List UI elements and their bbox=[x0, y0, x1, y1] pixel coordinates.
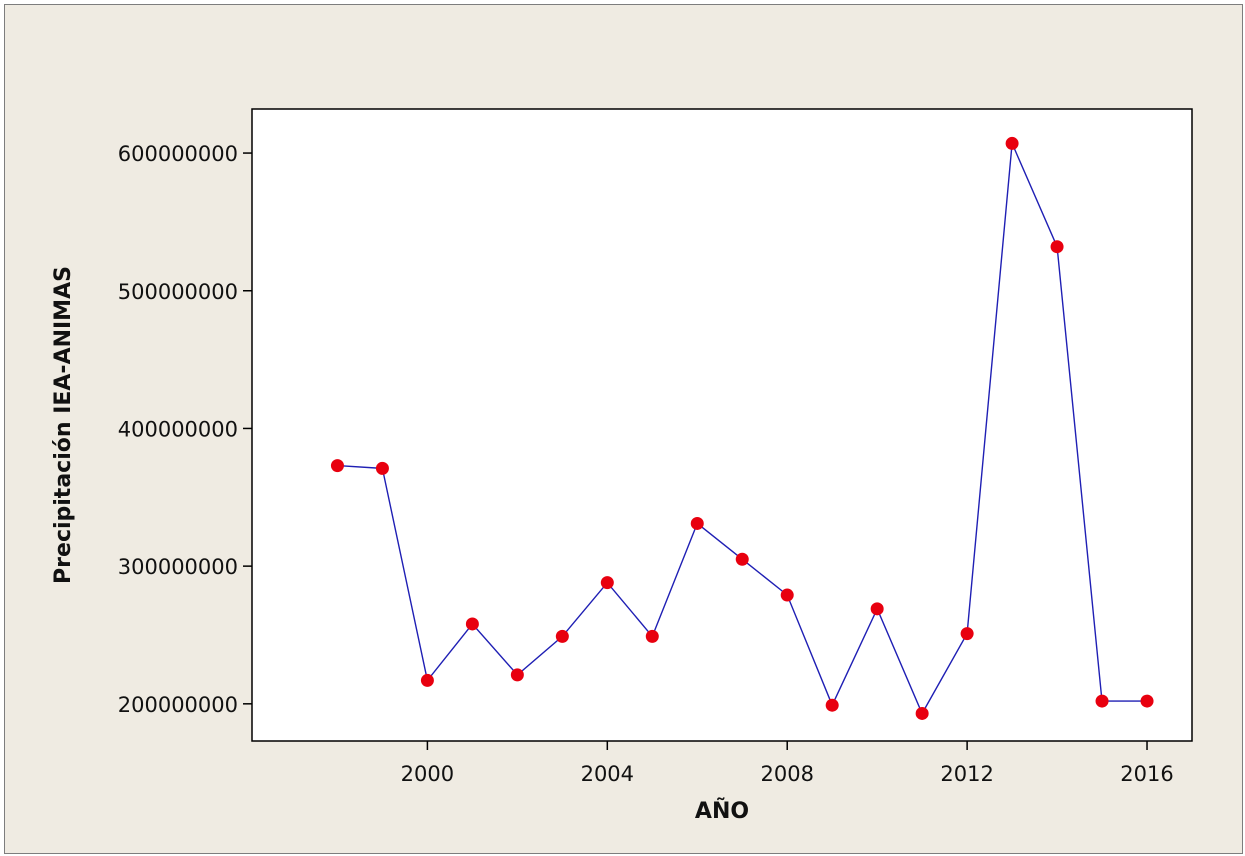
x-tick-label: 2000 bbox=[401, 762, 454, 786]
data-point bbox=[465, 617, 479, 631]
data-point bbox=[555, 629, 569, 643]
data-point bbox=[600, 576, 614, 590]
x-tick-label: 2012 bbox=[940, 762, 993, 786]
data-point bbox=[375, 461, 389, 475]
y-axis: 200000000 300000000 400000000 500000000 6000… bbox=[118, 142, 252, 717]
data-point bbox=[510, 668, 524, 682]
data-point bbox=[735, 552, 749, 566]
x-tick-label: 2016 bbox=[1120, 762, 1173, 786]
x-tick-label: 2004 bbox=[581, 762, 634, 786]
data-point bbox=[1095, 694, 1109, 708]
data-point bbox=[915, 706, 929, 720]
series-layer bbox=[330, 136, 1154, 720]
x-tick-label: 2008 bbox=[760, 762, 813, 786]
data-point bbox=[690, 516, 704, 530]
y-tick-label: 400000000 bbox=[118, 417, 238, 441]
data-point bbox=[960, 627, 974, 641]
data-point bbox=[420, 673, 434, 687]
x-axis: 2000 2004 2008 2012 2016 bbox=[401, 741, 1174, 786]
y-tick-label: 600000000 bbox=[118, 142, 238, 166]
y-tick-label: 300000000 bbox=[118, 555, 238, 579]
y-axis-title: Precipitación IEA-ANIMAS bbox=[51, 266, 76, 584]
data-point bbox=[330, 459, 344, 473]
y-tick-label: 200000000 bbox=[118, 693, 238, 717]
data-point bbox=[780, 588, 794, 602]
x-axis-title: AÑO bbox=[695, 798, 749, 824]
data-point bbox=[1140, 694, 1154, 708]
data-point bbox=[645, 629, 659, 643]
data-point bbox=[1005, 136, 1019, 150]
data-point bbox=[825, 698, 839, 712]
data-point bbox=[1050, 240, 1064, 254]
data-point bbox=[870, 602, 884, 616]
plot-area bbox=[251, 108, 1193, 742]
y-tick-label: 500000000 bbox=[118, 280, 238, 304]
